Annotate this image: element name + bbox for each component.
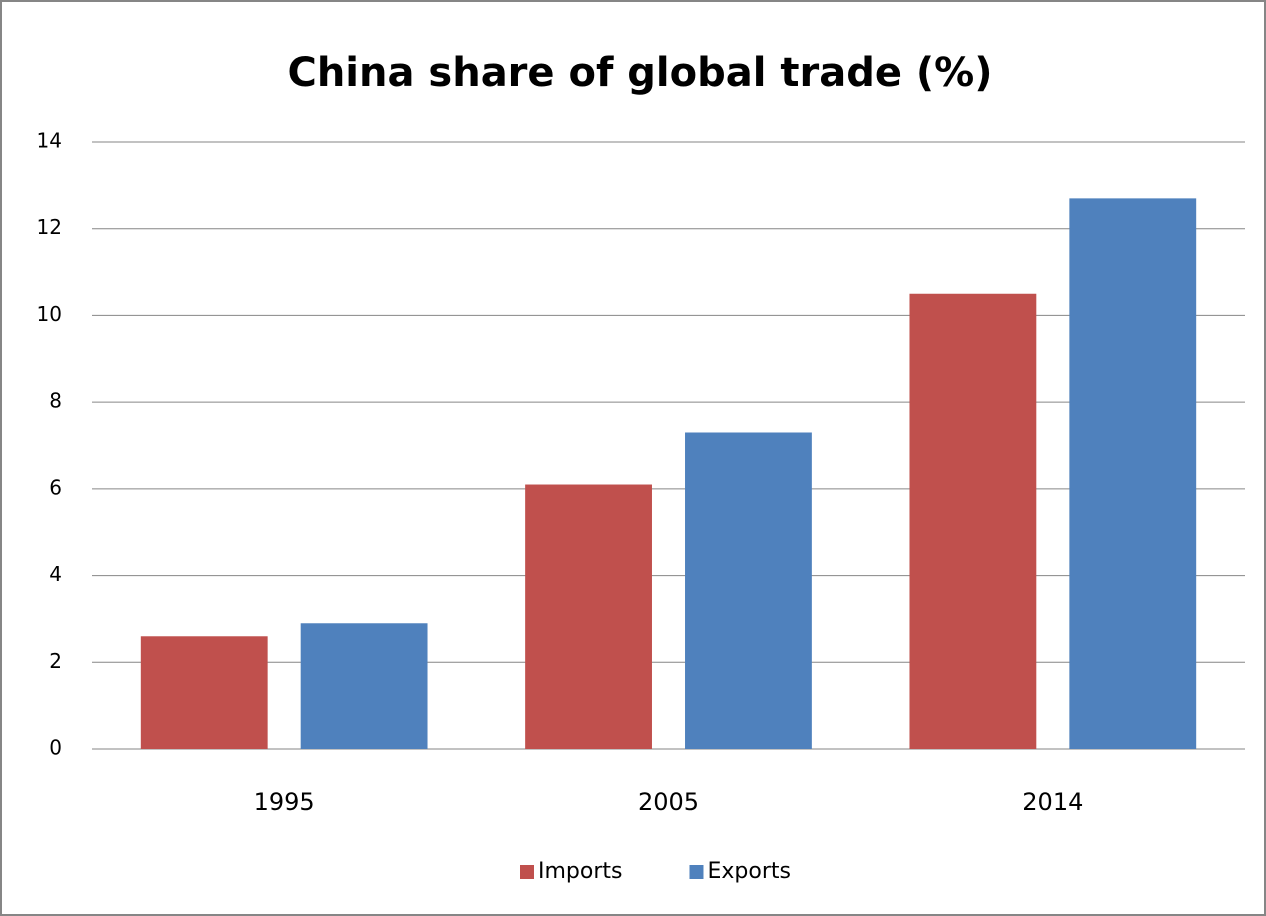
legend-label: Imports (538, 859, 622, 884)
y-tick-label: 0 (49, 736, 62, 760)
bar (1069, 198, 1197, 750)
bar (685, 432, 812, 749)
bar (140, 636, 268, 749)
legend-swatch (520, 865, 534, 879)
y-tick-label: 6 (49, 475, 62, 499)
bar (909, 293, 1037, 749)
y-tick-label: 8 (49, 389, 62, 413)
y-tick-label: 14 (37, 129, 62, 153)
y-tick-label: 4 (49, 562, 62, 586)
bar (300, 623, 428, 749)
y-tick-label: 10 (37, 302, 62, 326)
x-tick-label: 2014 (1022, 788, 1083, 816)
x-tick-label: 1995 (254, 788, 315, 816)
legend-label: Exports (707, 859, 790, 884)
chart-title: China share of global trade (%) (287, 50, 992, 96)
bar (525, 484, 652, 749)
x-tick-label: 2005 (638, 788, 699, 816)
legend-swatch (689, 865, 704, 879)
y-tick-label: 2 (49, 649, 62, 673)
y-tick-label: 12 (37, 215, 62, 239)
